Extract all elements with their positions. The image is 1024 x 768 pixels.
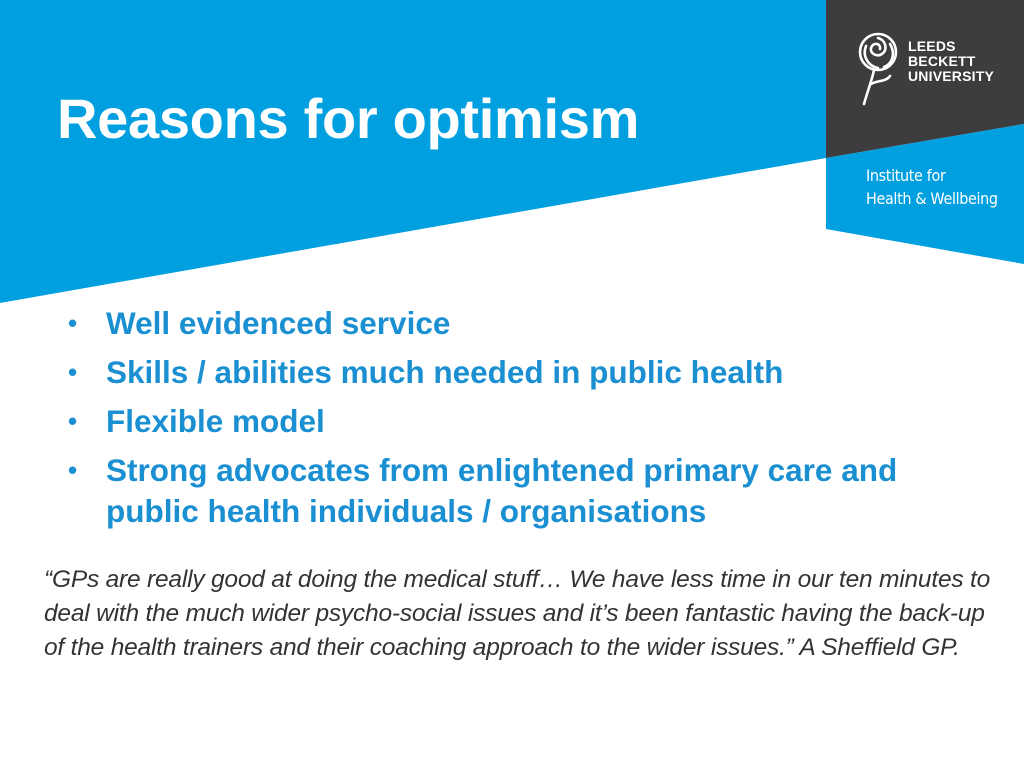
header-background bbox=[0, 0, 1024, 303]
bullet-marker: • bbox=[68, 357, 78, 387]
bullet-text: Flexible model bbox=[106, 403, 325, 439]
university-name-line-2: BECKETT bbox=[908, 53, 976, 69]
bullet-list: • Well evidenced service • Skills / abil… bbox=[60, 303, 960, 532]
blue-institute-panel bbox=[826, 124, 1024, 264]
institute-line-2: Health & Wellbeing bbox=[866, 189, 998, 208]
university-name-line-3: UNIVERSITY bbox=[908, 68, 995, 84]
university-logo: LEEDS BECKETT UNIVERSITY bbox=[856, 30, 1006, 110]
bullet-marker: • bbox=[68, 406, 78, 436]
bullet-text: Well evidenced service bbox=[106, 305, 451, 341]
bullet-item: • Skills / abilities much needed in publ… bbox=[60, 352, 960, 393]
bullet-item: • Strong advocates from enlightened prim… bbox=[60, 450, 960, 532]
bullet-item: • Flexible model bbox=[60, 401, 960, 442]
gp-quote: “GPs are really good at doing the medica… bbox=[44, 566, 991, 661]
bullet-text: Strong advocates from enlightened primar… bbox=[106, 452, 898, 529]
grey-logo-panel bbox=[826, 0, 1024, 158]
slide-title: Reasons for optimism bbox=[57, 87, 640, 150]
bullet-marker: • bbox=[68, 455, 78, 485]
blue-header-shape bbox=[0, 0, 826, 303]
bullet-item: • Well evidenced service bbox=[60, 303, 960, 344]
university-name-line-1: LEEDS bbox=[908, 38, 956, 54]
rose-icon bbox=[858, 32, 898, 106]
university-name: LEEDS BECKETT UNIVERSITY bbox=[908, 39, 994, 84]
institute-line-1: Institute for bbox=[866, 166, 946, 185]
bullet-text: Skills / abilities much needed in public… bbox=[106, 354, 784, 390]
institute-name: Institute for Health & Wellbeing bbox=[866, 164, 998, 210]
bullet-marker: • bbox=[68, 308, 78, 338]
